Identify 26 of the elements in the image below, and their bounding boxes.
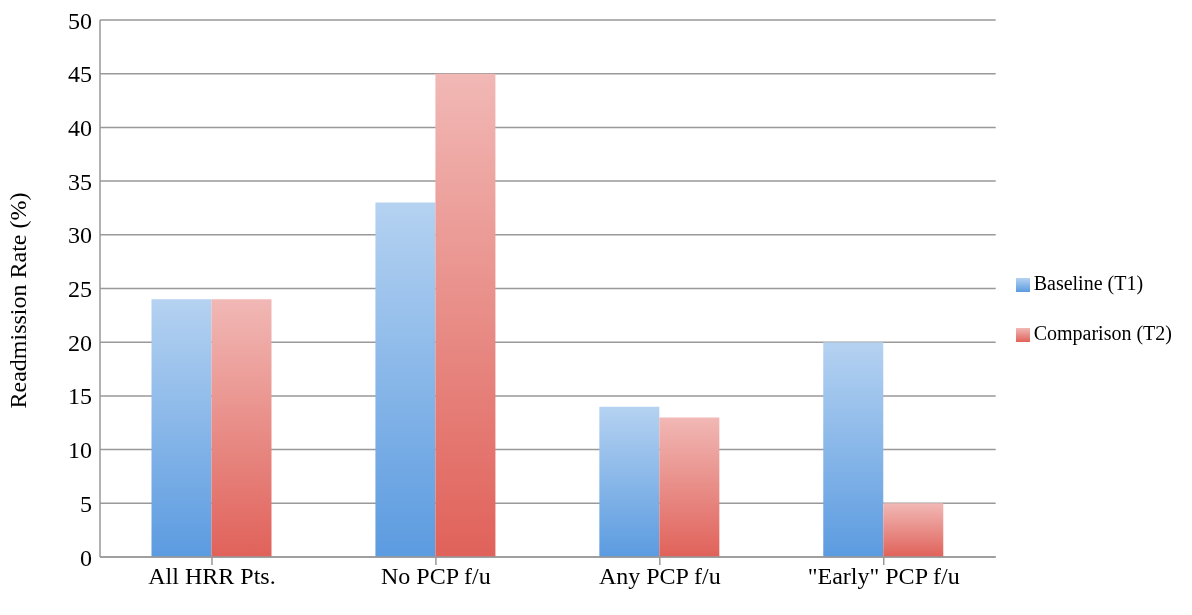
legend-label: Baseline (T1) (1033, 271, 1144, 294)
bar (375, 202, 436, 557)
y-tick-label: 50 (68, 7, 92, 34)
y-tick-label: 5 (80, 490, 92, 517)
x-tick-label: All HRR Pts. (148, 563, 276, 590)
legend-label: Comparison (T2) (1033, 321, 1172, 344)
bar (435, 73, 496, 557)
x-tick-label: "Early" PCP f/u (807, 563, 960, 590)
x-tick-label: No PCP f/u (380, 563, 491, 590)
y-tick-label: 20 (68, 329, 92, 356)
y-tick-label: 15 (68, 383, 92, 410)
y-tick-label: 35 (68, 168, 92, 195)
bar (659, 417, 720, 557)
y-tick-label: 0 (80, 544, 92, 571)
y-tick-label: 30 (68, 222, 92, 249)
x-tick-label: Any PCP f/u (598, 563, 721, 590)
y-tick-label: 45 (68, 61, 92, 88)
bar (211, 299, 272, 557)
y-tick-label: 25 (68, 276, 92, 303)
bar (883, 503, 944, 557)
bar (823, 342, 884, 557)
bar (151, 299, 212, 557)
bar (599, 406, 660, 557)
y-tick-label: 10 (68, 437, 92, 464)
y-tick-label: 40 (68, 114, 92, 141)
y-axis-title: Readmission Rate (%) (4, 192, 31, 409)
